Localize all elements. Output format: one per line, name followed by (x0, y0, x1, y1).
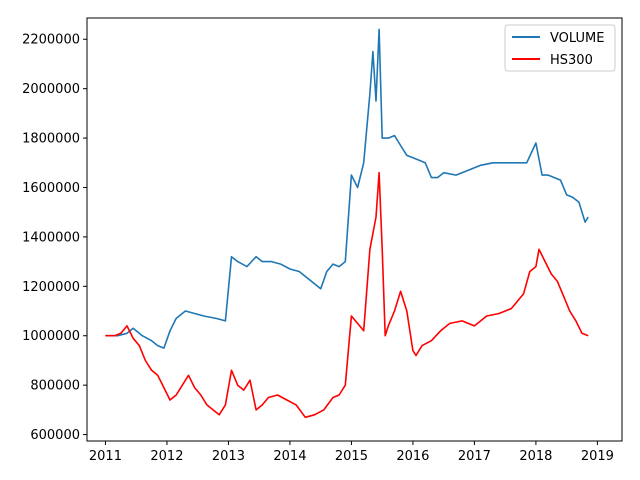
axes-layer: 2011 2012 2013 2014 2015 2016 2017 2018 2019 6000… (22, 17, 623, 464)
x-tick-label: 2017 (458, 449, 491, 464)
y-tick-label: 1400000 (22, 230, 80, 245)
y-tick-label: 1600000 (22, 181, 80, 196)
axes-frame (86, 17, 623, 442)
legend-label-volume: VOLUME (550, 31, 604, 46)
x-tick-label: 2016 (396, 449, 429, 464)
legend-label-hs300: HS300 (550, 53, 593, 68)
y-tick-label: 1000000 (22, 329, 80, 344)
series-layer (105, 28, 589, 419)
series-line-volume (105, 28, 589, 349)
series-line-hs300 (105, 171, 589, 419)
y-tick-label: 1200000 (22, 280, 80, 295)
x-tick-label: 2013 (212, 449, 245, 464)
x-tick-label: 2019 (581, 449, 614, 464)
x-tick-label: 2014 (273, 449, 306, 464)
y-tick-label: 2200000 (22, 33, 80, 48)
y-tick-label: 2000000 (22, 82, 80, 97)
x-tick-label: 2011 (89, 449, 122, 464)
x-tick-label: 2012 (150, 449, 183, 464)
legend: VOLUME HS300 (504, 24, 616, 72)
x-tick-label: 2015 (335, 449, 368, 464)
x-tick-label: 2018 (519, 449, 552, 464)
y-tick-label: 1800000 (22, 132, 80, 147)
y-tick-label: 600000 (30, 428, 80, 443)
y-tick-label: 800000 (30, 379, 80, 394)
